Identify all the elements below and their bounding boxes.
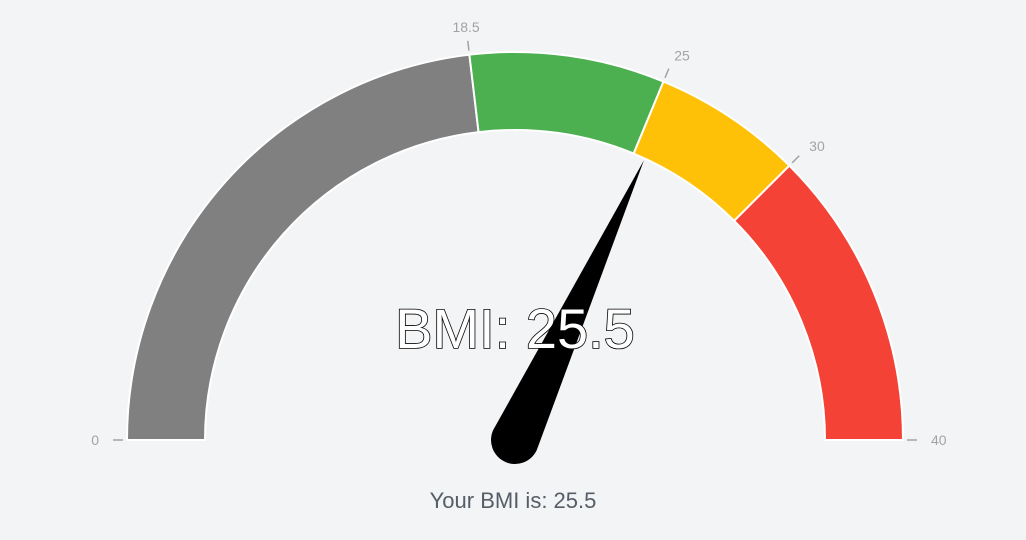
gauge-center-label: BMI: 25.5 xyxy=(395,297,635,360)
gauge-tick-mark-3 xyxy=(791,155,800,164)
gauge-segment-1 xyxy=(468,51,665,155)
gauge-needle xyxy=(491,160,644,464)
gauge-needle-group xyxy=(491,160,644,464)
gauge-segment-0 xyxy=(125,53,480,441)
gauge-ticks: 0 18.5 25 30 40 xyxy=(91,19,947,448)
gauge-tick-mark-1 xyxy=(467,40,470,51)
gauge-tick-label-0: 0 xyxy=(91,432,99,448)
gauge-tick-mark-2 xyxy=(664,68,670,79)
gauge-segment-3 xyxy=(732,164,905,441)
gauge-tick-label-3: 30 xyxy=(809,138,825,154)
gauge-segments xyxy=(125,51,905,441)
gauge-tick-label-4: 40 xyxy=(931,432,947,448)
gauge-tick-label-1: 18.5 xyxy=(452,19,479,35)
gauge-tick-label-2: 25 xyxy=(674,48,690,64)
bmi-caption: Your BMI is: 25.5 xyxy=(429,488,597,513)
